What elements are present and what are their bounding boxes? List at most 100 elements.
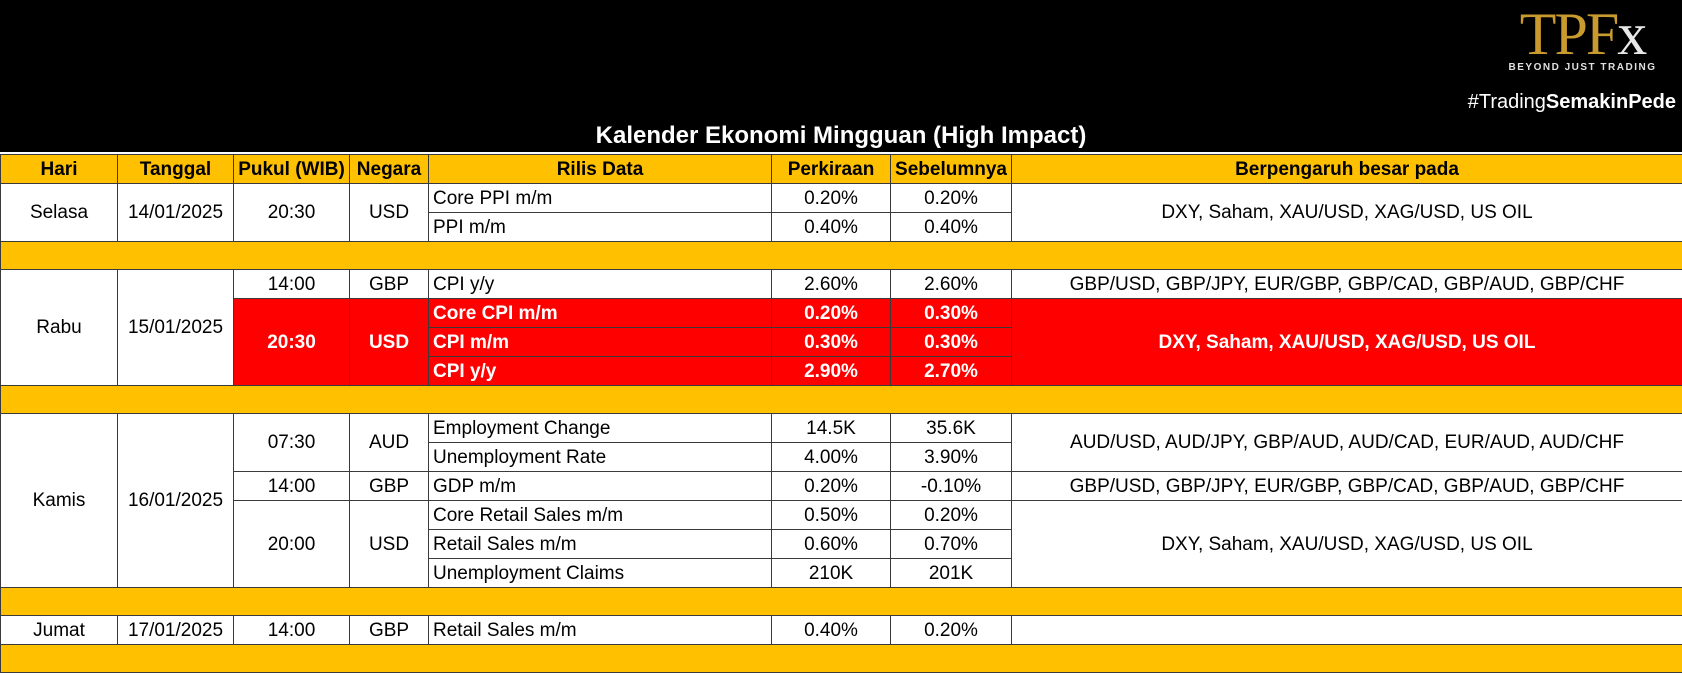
event-name-cell: GDP m/m (428, 471, 772, 501)
table-row: CPI m/m 0.30% 0.30% (1, 327, 1682, 357)
header-pengaruh: Berpengaruh besar pada (1011, 154, 1682, 184)
date-cell: 16/01/2025 (117, 413, 234, 588)
table-row: Selasa 14/01/2025 20:30 USD Core PPI m/m 0.20… (0, 183, 1682, 242)
header-banner: TPFx BEYOND JUST TRADING #TradingSemakin… (0, 0, 1682, 152)
economic-calendar-table: Hari Tanggal Pukul (WIB) Negara Rilis Da… (0, 154, 1682, 673)
date-cell: 14/01/2025 (117, 183, 234, 242)
event-name-cell: CPI m/m (428, 327, 772, 357)
hashtag-prefix: #Trading (1467, 91, 1546, 113)
country-cell: GBP (349, 269, 429, 299)
event-name-cell: Retail Sales m/m (428, 529, 772, 559)
previous-cell: 0.20% (890, 500, 1012, 530)
previous-cell: -0.10% (890, 471, 1012, 501)
separator-cell (0, 644, 1682, 673)
header-perkiraan: Perkiraan (771, 154, 891, 184)
day-cell: Selasa (0, 183, 118, 242)
forecast-cell: 0.40% (771, 212, 891, 242)
table-row: PPI m/m 0.40% 0.40% (1, 212, 1682, 242)
impact-cell: DXY, Saham, XAU/USD, XAG/USD, US OIL (1011, 183, 1682, 242)
hashtag: #TradingSemakinPede (1468, 89, 1676, 115)
table-row: Unemployment Rate 4.00% 3.90% (1, 442, 1682, 472)
previous-cell: 35.6K (890, 413, 1012, 443)
event-name-cell: Unemployment Rate (428, 442, 772, 472)
page-title: Kalender Ekonomi Mingguan (High Impact) (595, 122, 1087, 149)
forecast-cell: 14.5K (771, 413, 891, 443)
impact-cell: GBP/USD, GBP/JPY, EUR/GBP, GBP/CAD, GBP/… (1011, 471, 1682, 501)
separator-row (0, 644, 1682, 673)
logo-accent: x (1617, 1, 1647, 67)
event-name-cell: Retail Sales m/m (428, 615, 772, 645)
separator-cell (0, 241, 1682, 270)
previous-cell: 0.30% (890, 298, 1012, 328)
table-row: Rabu 15/01/2025 14:00 GBP CPI y/y 2.60% 2.60% G… (0, 269, 1682, 386)
time-cell: 20:30 (233, 183, 350, 242)
forecast-cell: 0.20% (771, 471, 891, 501)
table-row: Jumat 17/01/2025 14:00 GBP Retail Sales m/m 0… (0, 615, 1682, 645)
table-row: Unemployment Claims 210K 201K (1, 558, 1682, 588)
tpfx-logo: TPFx BEYOND JUST TRADING (1495, 4, 1670, 74)
day-cell: Kamis (0, 413, 118, 588)
impact-cell: GBP/USD, GBP/JPY, EUR/GBP, GBP/CAD, GBP/… (1011, 269, 1682, 299)
impact-cell: AUD/USD, AUD/JPY, GBP/AUD, AUD/CAD, EUR/… (1011, 413, 1682, 472)
day-cell: Rabu (0, 269, 118, 386)
previous-cell: 201K (890, 558, 1012, 588)
impact-cell: DXY, Saham, XAU/USD, XAG/USD, US OIL (1011, 500, 1682, 588)
table-row: 20:30 USD Core CPI m/m 0.20% 0.30% DXY, Saham… (1, 298, 1682, 386)
event-name-cell: Employment Change (428, 413, 772, 443)
header-pukul: Pukul (WIB) (233, 154, 350, 184)
day-cell: Jumat (0, 615, 118, 645)
header-rilis: Rilis Data (428, 154, 772, 184)
event-name-cell: PPI m/m (428, 212, 772, 242)
separator-row (0, 241, 1682, 270)
forecast-cell: 0.60% (771, 529, 891, 559)
forecast-cell: 2.60% (771, 269, 891, 299)
header-negara: Negara (349, 154, 429, 184)
impact-cell (1011, 615, 1682, 645)
table-row: 14:00 GBP GDP m/m 0.20% -0.10% GBP/USD, GBP/J… (1, 471, 1682, 501)
time-cell: 14:00 (233, 471, 350, 501)
logo-tagline: BEYOND JUST TRADING (1508, 62, 1657, 73)
forecast-cell: 0.40% (771, 615, 891, 645)
event-name-cell: CPI y/y (428, 269, 772, 299)
forecast-cell: 0.20% (771, 298, 891, 328)
country-cell: GBP (349, 615, 429, 645)
forecast-cell: 2.90% (771, 356, 891, 386)
time-cell: 20:30 (233, 298, 350, 386)
country-cell: USD (349, 183, 429, 242)
date-cell: 15/01/2025 (117, 269, 234, 386)
event-name-cell: Core PPI m/m (428, 183, 772, 213)
country-cell: USD (349, 298, 429, 386)
forecast-cell: 0.30% (771, 327, 891, 357)
table-row: Kamis 16/01/2025 07:30 AUD Employment Change… (0, 413, 1682, 588)
time-cell: 14:00 (233, 269, 350, 299)
impact-cell: DXY, Saham, XAU/USD, XAG/USD, US OIL (1011, 298, 1682, 386)
table-row: 20:00 USD Core Retail Sales m/m 0.50% 0.20% D… (1, 500, 1682, 588)
date-cell: 17/01/2025 (117, 615, 234, 645)
forecast-cell: 0.50% (771, 500, 891, 530)
time-cell: 20:00 (233, 500, 350, 588)
separator-cell (0, 385, 1682, 414)
table-header-row: Hari Tanggal Pukul (WIB) Negara Rilis Da… (0, 154, 1682, 184)
separator-cell (0, 587, 1682, 616)
logo-main: TPF (1519, 1, 1619, 67)
country-cell: AUD (349, 413, 429, 472)
separator-row (0, 385, 1682, 414)
previous-cell: 0.40% (890, 212, 1012, 242)
previous-cell: 0.30% (890, 327, 1012, 357)
header-hari: Hari (0, 154, 118, 184)
previous-cell: 3.90% (890, 442, 1012, 472)
header-sebelumnya: Sebelumnya (890, 154, 1012, 184)
forecast-cell: 4.00% (771, 442, 891, 472)
previous-cell: 2.60% (890, 269, 1012, 299)
header-tanggal: Tanggal (117, 154, 234, 184)
forecast-cell: 210K (771, 558, 891, 588)
time-cell: 14:00 (233, 615, 350, 645)
event-name-cell: Core Retail Sales m/m (428, 500, 772, 530)
country-cell: GBP (349, 471, 429, 501)
table-row: Retail Sales m/m 0.60% 0.70% (1, 529, 1682, 559)
event-name-cell: Core CPI m/m (428, 298, 772, 328)
table-row: CPI y/y 2.90% 2.70% (1, 356, 1682, 386)
hashtag-bold: SemakinPede (1545, 91, 1676, 113)
country-cell: USD (349, 500, 429, 588)
